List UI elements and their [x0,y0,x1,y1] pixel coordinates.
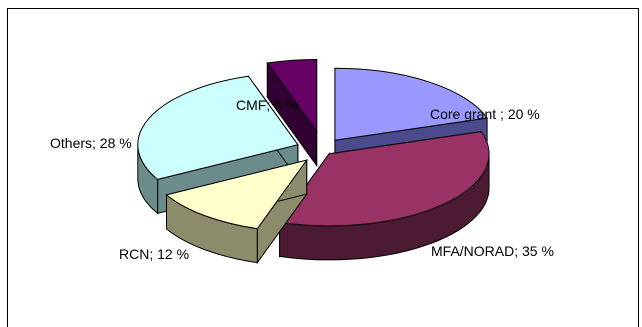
slice-label-others: Others; 28 % [50,135,132,151]
slice-label-core-grant: Core grant ; 20 % [430,106,540,122]
slice-top [278,131,490,227]
slice-cmf [266,59,318,168]
slice-label-rcn: RCN; 12 % [119,246,189,262]
slice-mfa-norad [278,131,490,261]
slice-top [165,159,308,230]
slice-top [137,75,299,180]
slice-top [334,67,488,141]
chart-frame [7,8,639,327]
slice-label-mfa-norad: MFA/NORAD; 35 % [431,243,554,259]
slice-rcn [165,158,308,265]
slice-top [266,59,318,134]
slice-label-cmf: CMF; 5 % [236,97,298,113]
